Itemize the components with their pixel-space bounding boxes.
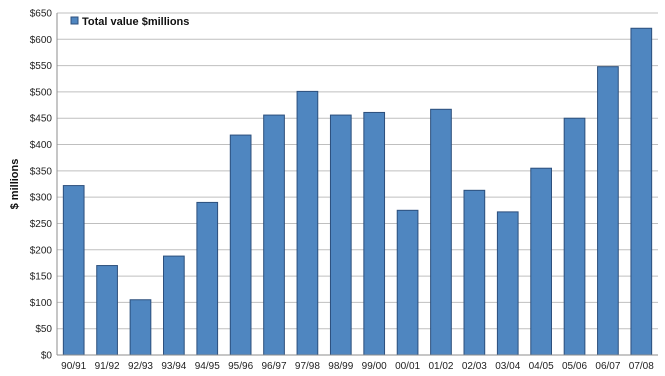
x-tick-label: 90/91 [61,361,86,372]
bar [563,117,586,356]
x-tick-label: 95/96 [228,361,253,372]
y-tick-label: $600 [30,35,53,46]
bar [96,265,118,356]
bar [129,299,152,356]
bars [62,27,653,356]
x-tick-label: 98/99 [328,361,353,372]
legend-swatch [70,16,79,25]
y-tick-label: $300 [30,193,53,204]
y-axis-label: $ millions [9,159,21,210]
x-tick-label: 07/08 [629,361,654,372]
y-tick-label: $400 [30,140,53,151]
x-tick-label: 91/92 [95,361,120,372]
x-tick-label: 00/01 [395,361,420,372]
y-tick-label: $100 [30,298,53,309]
y-tick-label: $150 [30,272,53,283]
x-axis-ticks: 90/91 91/92 92/93 93/94 94/95 95/96 96/97 97/98… [61,361,654,372]
bar [163,255,185,356]
x-tick-label: 99/00 [362,361,387,372]
y-tick-label: $250 [30,219,53,230]
y-tick-label: $50 [35,324,52,335]
x-tick-label: 05/06 [562,361,587,372]
gridlines [57,12,658,356]
bar [530,167,552,356]
x-tick-label: 92/93 [128,361,153,372]
bar [396,209,419,356]
bar [296,90,319,356]
x-tick-label: 93/94 [161,361,186,372]
y-tick-label: $0 [41,351,53,362]
bar [430,108,452,356]
bar [363,111,386,356]
legend-label: Total value $millions [82,16,189,28]
bar [496,211,519,356]
legend: Total value $millions [70,16,189,28]
y-tick-label: $200 [30,245,53,256]
bar [196,201,219,356]
y-tick-label: $350 [30,166,53,177]
bar [229,134,252,356]
x-tick-label: 06/07 [595,361,620,372]
x-tick-label: 01/02 [428,361,453,372]
y-tick-label: $500 [30,87,53,98]
x-tick-label: 97/98 [295,361,320,372]
y-tick-label: $450 [30,114,53,125]
bar [329,114,352,356]
y-tick-label: $550 [30,61,53,72]
x-tick-label: 94/95 [195,361,220,372]
y-tick-label: $650 [30,9,53,20]
bar [630,27,653,356]
bar [463,189,486,356]
x-tick-label: 03/04 [495,361,520,372]
bar [62,185,85,356]
x-tick-label: 96/97 [262,361,287,372]
y-axis-ticks: $0 $50 $100 $150 $200 $250 $300 $350 $400 $450 $50… [30,9,53,362]
x-tick-label: 04/05 [529,361,554,372]
x-tick-label: 02/03 [462,361,487,372]
bar [597,66,619,356]
bar [263,114,285,356]
